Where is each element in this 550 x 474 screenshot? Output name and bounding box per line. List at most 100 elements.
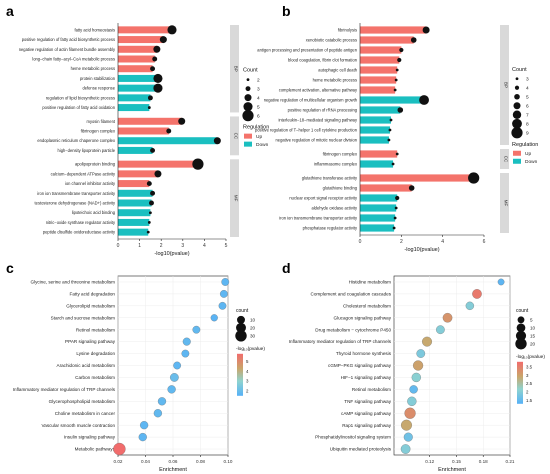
count-legend-dot bbox=[514, 85, 520, 90]
bar bbox=[360, 126, 390, 134]
enrichment-dot bbox=[182, 337, 191, 346]
bar bbox=[118, 209, 151, 217]
count-dot bbox=[395, 68, 399, 72]
enrichment-dot bbox=[404, 407, 416, 419]
group-label: CC bbox=[234, 133, 239, 140]
count-legend-dot bbox=[516, 323, 526, 333]
count-dot bbox=[213, 137, 221, 145]
count-legend-dot bbox=[236, 322, 246, 333]
count-dot bbox=[393, 216, 397, 220]
term-label: TNF signaling pathway bbox=[344, 399, 391, 404]
bar-label: negative regulation of multicellular org… bbox=[264, 98, 358, 103]
count-dot bbox=[192, 158, 204, 170]
bar bbox=[360, 106, 401, 114]
count-legend-dot bbox=[515, 77, 519, 81]
bar bbox=[118, 199, 152, 207]
count-dot bbox=[150, 190, 156, 196]
enrichment-dot bbox=[138, 432, 147, 442]
group-strip bbox=[500, 149, 509, 169]
bar bbox=[360, 96, 425, 104]
panel-label: d bbox=[282, 260, 291, 276]
enrichment-dot bbox=[416, 349, 426, 358]
count-dot bbox=[146, 230, 150, 234]
count-dot bbox=[159, 36, 167, 44]
group-label: MF bbox=[234, 195, 239, 202]
bar bbox=[360, 56, 400, 64]
color-legend-label: 4 bbox=[246, 369, 249, 374]
enrichment-dot bbox=[153, 409, 162, 418]
color-legend-title: -log₁₀(pvalue) bbox=[236, 346, 265, 352]
bar-label: calcium−dependent ATPase activity bbox=[51, 171, 116, 176]
count-legend-label: 5 bbox=[530, 317, 533, 322]
group-label: CC bbox=[504, 156, 509, 163]
bar bbox=[118, 218, 150, 226]
count-legend-title: Count bbox=[243, 68, 258, 74]
count-dot bbox=[149, 200, 154, 206]
x-tick-label: 3 bbox=[181, 243, 184, 249]
bar bbox=[360, 184, 412, 192]
term-label: Glycerolipid metabolism bbox=[66, 303, 115, 308]
bar bbox=[360, 204, 397, 212]
color-legend-bar bbox=[237, 353, 243, 396]
count-dot bbox=[153, 73, 163, 83]
count-legend-dot bbox=[512, 110, 522, 119]
bar-label: positive regulation of T−helper 1 cell c… bbox=[255, 128, 358, 133]
enrichment-dot bbox=[157, 397, 167, 406]
regulation-legend-swatch bbox=[513, 158, 521, 164]
enrichment-dot bbox=[407, 396, 417, 406]
bar-label: positive regulation of rRNA processing bbox=[288, 108, 358, 113]
term-label: Retinol metabolism bbox=[352, 387, 391, 392]
bar bbox=[118, 45, 157, 53]
term-label: Choline metabolism in cancer bbox=[55, 411, 116, 416]
x-tick-label: 4 bbox=[441, 239, 444, 245]
group-strip bbox=[500, 173, 509, 233]
count-legend-label: 30 bbox=[250, 333, 256, 338]
term-label: Ubiquitin mediated proteolysis bbox=[330, 447, 392, 452]
x-axis-title: -log10(pvalue) bbox=[404, 247, 439, 253]
count-dot bbox=[150, 66, 156, 72]
count-legend-dot bbox=[515, 330, 527, 341]
enrichment-dot bbox=[113, 442, 126, 456]
bar bbox=[118, 55, 155, 63]
panel-label: c bbox=[6, 260, 14, 276]
count-legend-label: 6 bbox=[257, 113, 260, 119]
bar-label: heme metabolic process bbox=[71, 66, 115, 71]
count-dot bbox=[150, 147, 156, 153]
bar-label: lipoteichoic acid binding bbox=[72, 210, 116, 215]
bar-label: negative regulation of mitotic nuclear d… bbox=[276, 138, 358, 143]
enrichment-dot bbox=[413, 360, 424, 371]
panel-label: a bbox=[6, 3, 14, 19]
bar-label: antigen processing and presentation of p… bbox=[257, 48, 357, 53]
x-tick-label: 1 bbox=[138, 243, 141, 249]
bar bbox=[118, 117, 182, 125]
enrichment-dot bbox=[218, 301, 227, 310]
count-dot bbox=[154, 170, 162, 178]
bar bbox=[360, 86, 396, 94]
color-legend-label: 2 bbox=[246, 389, 249, 394]
enrichment-dot bbox=[409, 385, 418, 394]
bar-label: positive regulation of fatty acid biosyn… bbox=[22, 37, 115, 42]
bar-label: xenobiotic catabolic process bbox=[306, 38, 357, 43]
bar-label: ion channel inhibitor activity bbox=[65, 181, 116, 186]
count-dot bbox=[468, 172, 480, 184]
bar-label: nitric−oxide synthase regulator activity bbox=[46, 220, 116, 225]
count-legend-label: 3 bbox=[257, 86, 260, 92]
color-legend-label: 2.5 bbox=[526, 381, 533, 386]
enrichment-dot bbox=[411, 372, 421, 383]
bar-label: complement activation, alternative pathw… bbox=[279, 88, 358, 93]
term-label: Inflammatory mediator regulation of TRP … bbox=[13, 387, 116, 392]
bar bbox=[118, 36, 164, 44]
bar bbox=[360, 194, 398, 202]
bar bbox=[118, 65, 153, 73]
count-legend-label: 8 bbox=[526, 121, 529, 127]
bar-label: long−chain fatty−acyl−CoA metabolic proc… bbox=[32, 57, 115, 62]
bar-label: interleukin−18−mediated signaling pathwa… bbox=[278, 118, 357, 123]
term-label: Histidine metabolism bbox=[349, 280, 392, 285]
count-legend-label: 20 bbox=[530, 341, 536, 346]
term-label: Carbon metabolism bbox=[75, 375, 115, 380]
count-legend-label: 3 bbox=[526, 76, 529, 82]
count-legend-dot bbox=[245, 86, 251, 92]
term-label: Arachidonic acid metabolism bbox=[57, 363, 116, 368]
term-label: Cholesterol metabolism bbox=[343, 303, 391, 308]
